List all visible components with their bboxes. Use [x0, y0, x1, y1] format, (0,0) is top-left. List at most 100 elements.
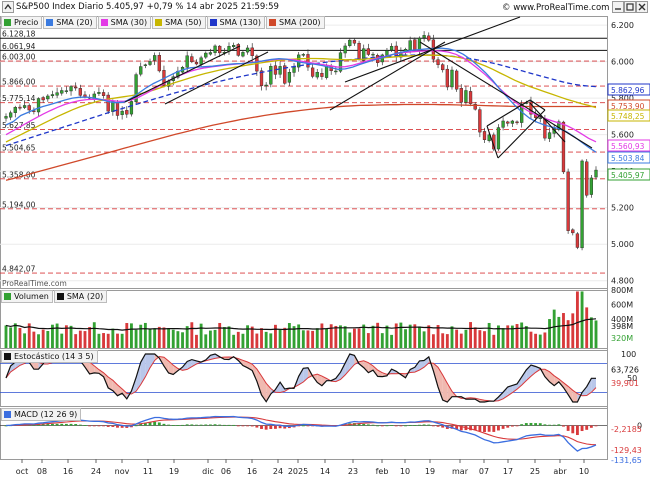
- volume-bar: [278, 329, 282, 348]
- stoch-fill-segment: [94, 365, 99, 374]
- macd-hist-bar: [250, 425, 254, 427]
- volume-bar: [274, 324, 277, 348]
- volume-bar: [534, 333, 538, 348]
- stoch-fill-segment: [498, 392, 504, 401]
- legend-volume-sma20[interactable]: SMA (20): [53, 290, 108, 303]
- volume-bar: [153, 328, 157, 348]
- candle-body: [55, 92, 59, 96]
- volume-bar: [37, 334, 40, 348]
- candle-body: [50, 94, 55, 97]
- macd-hist-bar: [422, 424, 426, 426]
- candle-body: [194, 62, 199, 65]
- macd-hist-bar: [274, 425, 277, 429]
- macd-hist-bar: [153, 421, 157, 426]
- candle-body: [468, 91, 473, 104]
- volume-bar: [348, 332, 352, 348]
- candle-body: [264, 84, 268, 87]
- legend-macd[interactable]: MACD (12 26 9): [1, 408, 82, 421]
- volume-bar: [287, 323, 291, 348]
- macd-hist-bar: [106, 425, 110, 427]
- volume-bar: [334, 325, 338, 348]
- macd-hist-bar: [306, 425, 310, 427]
- legend-volume[interactable]: Volumen: [1, 290, 53, 303]
- trendline-rise-2: [164, 51, 269, 105]
- volume-bar: [250, 326, 254, 348]
- volume-bar: [557, 316, 561, 348]
- volume-bar: [78, 330, 82, 348]
- volume-bar: [46, 330, 50, 348]
- candle-body: [120, 110, 124, 115]
- macd-hist-bar: [413, 425, 417, 427]
- candle-body: [352, 39, 357, 44]
- legend-sma30[interactable]: SMA (30): [97, 16, 152, 29]
- volume-bar: [450, 326, 454, 348]
- macd-hist-bar: [478, 425, 482, 432]
- macd-hist-bar: [427, 424, 431, 426]
- x-tick-label: 2025: [288, 467, 308, 476]
- collapse-icon[interactable]: [2, 1, 14, 13]
- candle-body: [283, 65, 287, 84]
- volume-bar: [255, 333, 259, 348]
- candle-body: [561, 121, 566, 173]
- macd-hist-bar: [260, 425, 263, 429]
- volume-bar: [218, 322, 222, 348]
- candle-body: [157, 55, 161, 72]
- candle-body: [389, 46, 394, 51]
- x-tick-label: 16: [63, 467, 73, 476]
- macd-hist-bar: [97, 425, 101, 427]
- stoch-fill-segment: [140, 354, 146, 385]
- macd-hist-bar: [594, 425, 598, 427]
- legend-sma130[interactable]: SMA (130): [206, 16, 266, 29]
- volume-bars: [4, 291, 598, 348]
- macd-hist-bar: [501, 425, 505, 429]
- volume-bar: [422, 331, 426, 348]
- macd-value: -131,65: [611, 456, 642, 465]
- candle-body: [464, 90, 468, 103]
- stoch-fill-segment: [377, 370, 383, 377]
- macd-hist-bar: [232, 424, 236, 426]
- macd-hist-value: -2,2185: [611, 425, 642, 434]
- legend-price[interactable]: Precio: [1, 16, 43, 29]
- volume-bar: [190, 322, 194, 348]
- candle-body: [543, 118, 547, 139]
- legend-sma50[interactable]: SMA (50): [152, 16, 206, 29]
- candle-body: [408, 40, 412, 51]
- macd-hist-bar: [208, 424, 212, 426]
- candle-body: [589, 177, 593, 195]
- price-tick-label: 5.200: [611, 204, 634, 213]
- volume-bar: [116, 333, 119, 348]
- macd-hist-bar: [469, 425, 472, 431]
- volume-bar: [204, 334, 208, 348]
- macd-panel-frame: [0, 408, 608, 460]
- price-tag-box: [607, 83, 650, 96]
- macd-hist-bar: [543, 424, 547, 426]
- price-tag-text: 5.753,90: [611, 102, 645, 111]
- candle-body: [501, 120, 505, 128]
- minimize-icon[interactable]: [612, 1, 624, 13]
- macd-hist-bar: [162, 423, 166, 426]
- x-tick-label: dic: [202, 467, 214, 476]
- stoch-fill-segment: [122, 388, 127, 399]
- macd-hist-bar: [585, 425, 589, 430]
- macd-hist-bar: [510, 425, 514, 427]
- candle-body: [343, 45, 347, 54]
- macd-hist-bar: [492, 425, 496, 432]
- legend-stochastic[interactable]: Estocástico (14 3 5): [1, 350, 98, 363]
- volume-bar: [385, 325, 389, 348]
- close-icon[interactable]: [636, 1, 648, 13]
- volume-bar: [362, 324, 366, 348]
- candle-body: [213, 45, 217, 53]
- maximize-icon[interactable]: [624, 1, 636, 13]
- macd-hist-bar: [41, 424, 45, 426]
- volume-bar: [352, 328, 356, 348]
- candle-body: [575, 233, 580, 248]
- volume-bar: [580, 291, 584, 348]
- volume-bar: [371, 325, 375, 348]
- candle-body: [338, 52, 343, 72]
- legend-sma20[interactable]: SMA (20): [43, 16, 97, 29]
- legend-sma200[interactable]: SMA (200): [266, 16, 325, 29]
- volume-bar: [83, 331, 87, 348]
- channel-upper: [486, 99, 531, 127]
- macd-hist-bar: [557, 424, 561, 426]
